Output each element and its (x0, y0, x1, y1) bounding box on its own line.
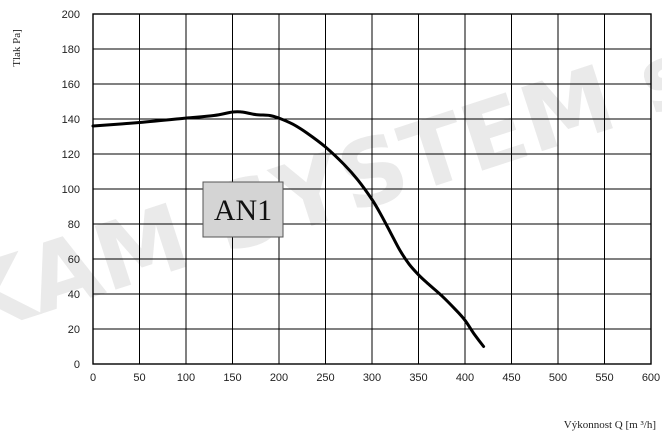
y-tick-label: 120 (62, 149, 80, 161)
x-tick-label: 450 (502, 372, 520, 384)
x-axis-ticks: 0 50 100 150 200 250 300 350 400 450 500 550 600 (90, 372, 660, 384)
chart-grid (92, 13, 652, 365)
x-tick-label: 400 (456, 372, 474, 384)
x-tick-label: 50 (133, 372, 145, 384)
y-axis-title: Tlak Pa] (11, 29, 23, 67)
x-tick-label: 150 (223, 372, 241, 384)
y-tick-label: 80 (68, 219, 80, 231)
x-tick-label: 200 (270, 372, 288, 384)
x-tick-label: 250 (316, 372, 334, 384)
x-tick-label: 550 (595, 372, 613, 384)
y-tick-label: 40 (68, 289, 80, 301)
y-tick-label: 60 (68, 254, 80, 266)
x-tick-label: 100 (177, 372, 195, 384)
y-tick-label: 140 (62, 114, 80, 126)
y-tick-label: 200 (62, 9, 80, 21)
annotation-badge: AN1 (202, 181, 284, 238)
series-line (91, 110, 486, 348)
x-tick-label: 600 (642, 372, 660, 384)
y-axis-ticks: 0 20 40 60 80 100 120 140 160 180 200 (62, 9, 80, 371)
y-tick-label: 20 (68, 324, 80, 336)
plot-frame (92, 13, 652, 365)
y-tick-label: 0 (74, 359, 80, 371)
y-tick-label: 160 (62, 79, 80, 91)
annotation-box (202, 181, 284, 238)
x-tick-label: 500 (549, 372, 567, 384)
x-tick-label: 300 (363, 372, 381, 384)
x-tick-label: 0 (90, 372, 96, 384)
y-tick-label: 180 (62, 44, 80, 56)
annotation-label: AN1 (214, 194, 272, 227)
x-tick-label: 350 (409, 372, 427, 384)
y-tick-label: 100 (62, 184, 80, 196)
x-axis-title: Výkonnost Q [m ³/h] (564, 419, 656, 431)
